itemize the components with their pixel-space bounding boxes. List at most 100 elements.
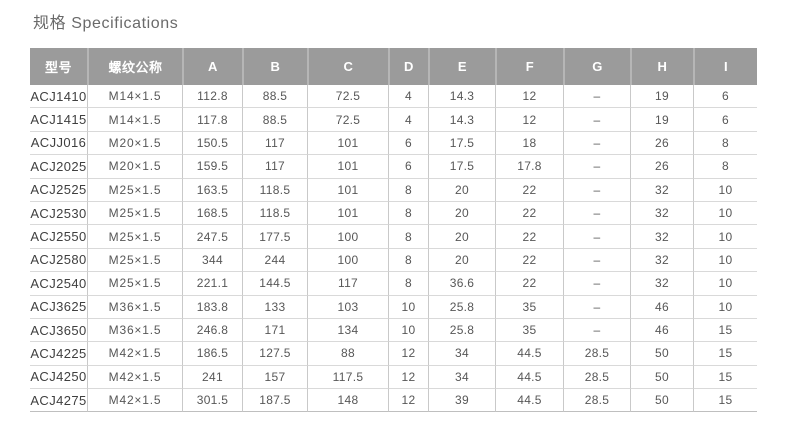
value-cell-i: 10 [693,178,757,202]
value-cell-b: 144.5 [242,272,307,296]
value-cell-g: 28.5 [563,342,630,366]
value-cell-g: – [563,108,630,132]
value-cell-a: 186.5 [182,342,242,366]
value-cell-f: 35 [495,318,563,343]
model-cell: ACJ2540 [30,272,87,296]
value-cell-g: 28.5 [563,365,630,390]
value-cell-g: – [563,155,630,179]
column-header-i: I [693,48,757,85]
value-cell-h: 46 [630,295,693,319]
value-cell-a: 117.8 [182,108,242,132]
value-cell-g: – [563,295,630,319]
model-cell: ACJ3650 [30,319,87,343]
value-cell-b: 117 [242,155,307,179]
table-row: ACJ2540 M25×1.5 221.1 144.5 117 8 36.6 22–32 10 [30,272,757,296]
model-cell: ACJ2025 [30,155,87,179]
value-cell-i: 10 [693,201,757,226]
value-cell-h: 26 [630,131,693,156]
value-cell-c: 117 [307,272,388,296]
value-cell-h: 50 [630,389,693,413]
column-header-d: D [388,48,428,85]
value-cell-c: 101 [307,178,388,202]
model-cell: ACJ2550 [30,225,87,249]
value-cell-i: 15 [693,342,757,366]
value-cell-a: 247.5 [182,225,242,249]
model-cell: ACJ1415 [30,108,87,132]
value-cell-i: 15 [693,318,757,343]
value-cell-d: 6 [388,131,428,156]
value-cell-a: 183.8 [182,295,242,319]
value-cell-e: 20 [428,248,495,273]
value-cell-d: 8 [388,178,428,202]
value-cell-h: 46 [630,318,693,343]
column-header-e: E [428,48,495,85]
value-cell-c: 100 [307,225,388,249]
value-cell-b: 157 [242,365,307,390]
value-cell-b: 177.5 [242,225,307,249]
thread-cell: M25×1.5 [87,201,182,226]
table-row: ACJ2025 M20×1.5 159.5 117 101 6 17.5 17.8–26 8 [30,155,757,179]
value-cell-b: 244 [242,248,307,273]
table-row: ACJ2525 M25×1.5 163.5 118.5 101 8 20 22–32 10 [30,178,757,202]
table-row: ACJ4250 M42×1.5 241 157 117.5 12 34 44.5 28.5 50 1… [30,365,757,390]
value-cell-g: – [563,178,630,202]
value-cell-g: – [563,225,630,249]
value-cell-c: 101 [307,131,388,156]
value-cell-c: 100 [307,248,388,273]
value-cell-f: 18 [495,131,563,156]
value-cell-d: 12 [388,389,428,413]
value-cell-c: 117.5 [307,365,388,390]
table-row: ACJ3650 M36×1.5 246.8 171 134 10 25.8 35–46 15 [30,318,757,343]
value-cell-g: 28.5 [563,389,630,413]
thread-cell: M25×1.5 [87,178,182,202]
model-cell: ACJ4275 [30,389,87,413]
value-cell-b: 118.5 [242,178,307,202]
value-cell-f: 12 [495,85,563,109]
model-cell: ACJJ016 [30,132,87,156]
table-header-row: 型号 螺纹公称 A B C D E F G H I [30,48,757,85]
value-cell-h: 32 [630,248,693,273]
value-cell-a: 246.8 [182,318,242,343]
value-cell-f: 44.5 [495,389,563,413]
value-cell-d: 8 [388,225,428,249]
model-cell: ACJ3625 [30,296,87,319]
value-cell-a: 241 [182,365,242,390]
value-cell-h: 32 [630,201,693,226]
value-cell-g: – [563,318,630,343]
thread-cell: M42×1.5 [87,389,182,413]
value-cell-b: 171 [242,318,307,343]
model-cell: ACJ2580 [30,249,87,273]
value-cell-i: 6 [693,85,757,109]
value-cell-d: 8 [388,272,428,296]
value-cell-d: 6 [388,155,428,179]
value-cell-g: – [563,85,630,109]
thread-cell: M42×1.5 [87,365,182,390]
value-cell-e: 20 [428,225,495,249]
value-cell-a: 112.8 [182,85,242,109]
value-cell-c: 88 [307,342,388,366]
thread-cell: M42×1.5 [87,342,182,366]
value-cell-d: 8 [388,248,428,273]
thread-cell: M25×1.5 [87,225,182,249]
value-cell-g: – [563,272,630,296]
value-cell-c: 72.5 [307,85,388,109]
table-header: 型号 螺纹公称 A B C D E F G H I [30,48,757,85]
column-header-a: A [182,48,242,85]
value-cell-e: 39 [428,389,495,413]
table-row: ACJ2530 M25×1.5 168.5 118.5 101 8 20 22–32 10 [30,201,757,226]
table-body: ACJ1410 M14×1.5 112.8 88.5 72.5 4 14.3 12–19 6 AC… [30,85,757,413]
value-cell-h: 50 [630,342,693,366]
thread-cell: M20×1.5 [87,155,182,179]
value-cell-e: 20 [428,201,495,226]
value-cell-f: 17.8 [495,155,563,179]
value-cell-b: 133 [242,295,307,319]
value-cell-h: 19 [630,85,693,109]
table-row: ACJ3625 M36×1.5 183.8 133 103 10 25.8 35–46 10 [30,295,757,319]
value-cell-h: 50 [630,365,693,390]
page-title: 规格 Specifications [33,15,179,32]
specifications-table: 型号 螺纹公称 A B C D E F G H I ACJ1410 M14×1.5 112.8 88.5 7… [30,48,757,413]
value-cell-c: 72.5 [307,108,388,132]
value-cell-e: 34 [428,342,495,366]
thread-cell: M14×1.5 [87,108,182,132]
value-cell-e: 36.6 [428,272,495,296]
